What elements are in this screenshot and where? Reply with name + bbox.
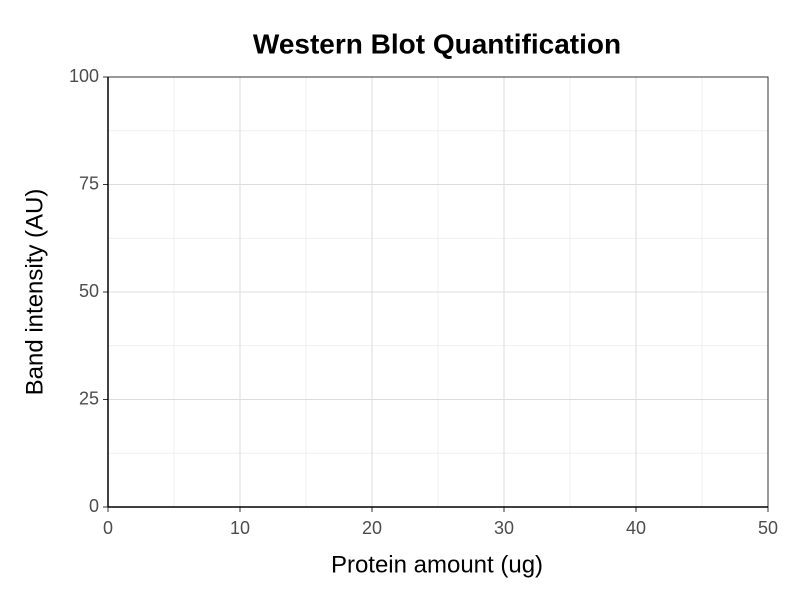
y-tick-label: 25 [79, 388, 99, 408]
x-tick-label: 50 [758, 518, 778, 538]
y-axis-label: Band intensity (AU) [21, 189, 48, 396]
chart-title: Western Blot Quantification [253, 28, 621, 59]
x-tick-label: 40 [626, 518, 646, 538]
y-tick-label: 100 [69, 66, 99, 86]
y-tick-label: 75 [79, 173, 99, 193]
x-tick-label: 0 [103, 518, 113, 538]
x-tick-label: 20 [362, 518, 382, 538]
x-tick-label: 30 [494, 518, 514, 538]
x-axis-label: Protein amount (ug) [331, 551, 543, 578]
y-tick-label: 50 [79, 281, 99, 301]
x-tick-label: 10 [230, 518, 250, 538]
y-tick-label: 0 [89, 496, 99, 516]
